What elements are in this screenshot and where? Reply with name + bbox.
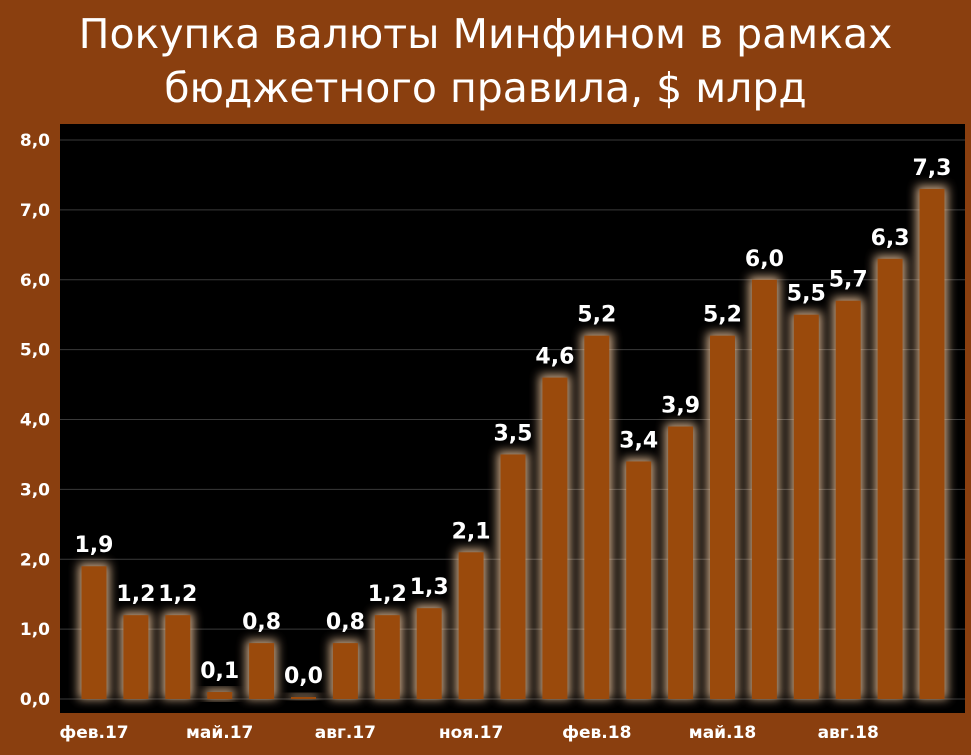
data-label: 3,5 bbox=[494, 421, 533, 446]
bar bbox=[374, 615, 400, 699]
bar bbox=[793, 314, 819, 699]
bar bbox=[877, 258, 903, 699]
x-tick-label: авг.18 bbox=[818, 723, 879, 743]
y-tick-label: 8,0 bbox=[20, 131, 50, 151]
x-tick-label: авг.17 bbox=[315, 723, 376, 743]
y-tick-label: 7,0 bbox=[20, 201, 50, 221]
data-label: 1,2 bbox=[158, 582, 197, 607]
bar bbox=[542, 377, 568, 699]
bar bbox=[291, 697, 316, 699]
data-label: 6,0 bbox=[745, 247, 784, 272]
bar bbox=[81, 566, 107, 699]
y-tick-label: 3,0 bbox=[20, 480, 50, 500]
bar bbox=[584, 335, 610, 699]
data-label: 5,5 bbox=[787, 282, 826, 307]
data-label: 7,3 bbox=[913, 156, 952, 181]
bar bbox=[416, 608, 442, 699]
bar bbox=[919, 188, 945, 699]
bar bbox=[207, 692, 233, 699]
chart-title-line-2: бюджетного правила, $ млрд bbox=[164, 64, 807, 112]
bar bbox=[458, 552, 484, 699]
data-label: 2,1 bbox=[452, 519, 491, 544]
bars bbox=[81, 188, 945, 699]
chart-title-line-1: Покупка валюты Минфином в рамках bbox=[78, 10, 893, 58]
x-tick-label: фев.18 bbox=[562, 723, 631, 743]
y-tick-label: 0,0 bbox=[20, 690, 50, 710]
bar bbox=[626, 461, 652, 699]
y-tick-label: 5,0 bbox=[20, 341, 50, 361]
bar bbox=[332, 643, 358, 699]
data-label: 1,3 bbox=[410, 575, 449, 600]
data-label: 1,2 bbox=[368, 582, 407, 607]
y-axis-tick-labels: 0,0 1,0 2,0 3,0 4,0 5,0 6,0 7,0 8,0 bbox=[20, 131, 50, 710]
data-label: 5,2 bbox=[577, 303, 616, 328]
x-tick-label: май.17 bbox=[186, 723, 253, 743]
data-label: 0,0 bbox=[284, 664, 323, 689]
data-label: 5,2 bbox=[703, 303, 742, 328]
x-tick-label: фев.17 bbox=[59, 723, 128, 743]
bar-glow bbox=[288, 694, 319, 699]
data-label: 0,1 bbox=[200, 659, 239, 684]
bar bbox=[668, 426, 694, 699]
x-tick-label: ноя.17 bbox=[439, 723, 503, 743]
y-tick-label: 6,0 bbox=[20, 271, 50, 291]
data-label: 1,2 bbox=[116, 582, 155, 607]
data-labels: 1,91,2 1,20,10,80,00,81,2 1,32,13,54,65,23… bbox=[75, 156, 952, 689]
y-tick-label: 4,0 bbox=[20, 411, 50, 431]
data-label: 0,8 bbox=[242, 610, 281, 635]
data-label: 5,7 bbox=[829, 268, 868, 293]
data-label: 1,9 bbox=[75, 533, 114, 558]
data-label: 0,8 bbox=[326, 610, 365, 635]
data-label: 3,4 bbox=[619, 428, 658, 453]
x-axis-tick-labels: фев.17 май.17 авг.17 ноя.17 фев.18 май.18 авг.… bbox=[59, 723, 878, 743]
y-tick-label: 1,0 bbox=[20, 620, 50, 640]
bar bbox=[249, 643, 275, 699]
bar bbox=[165, 615, 191, 699]
data-label: 3,9 bbox=[661, 393, 700, 418]
data-label: 6,3 bbox=[871, 226, 910, 251]
bar bbox=[500, 454, 526, 699]
bar bbox=[123, 615, 149, 699]
bar bbox=[751, 279, 777, 699]
bar bbox=[710, 335, 735, 699]
x-tick-label: май.18 bbox=[689, 723, 756, 743]
bar bbox=[835, 300, 861, 699]
data-label: 4,6 bbox=[535, 345, 574, 370]
chart-title: Покупка валюты Минфином в рамках бюджетн… bbox=[0, 0, 971, 122]
y-tick-label: 2,0 bbox=[20, 550, 50, 570]
